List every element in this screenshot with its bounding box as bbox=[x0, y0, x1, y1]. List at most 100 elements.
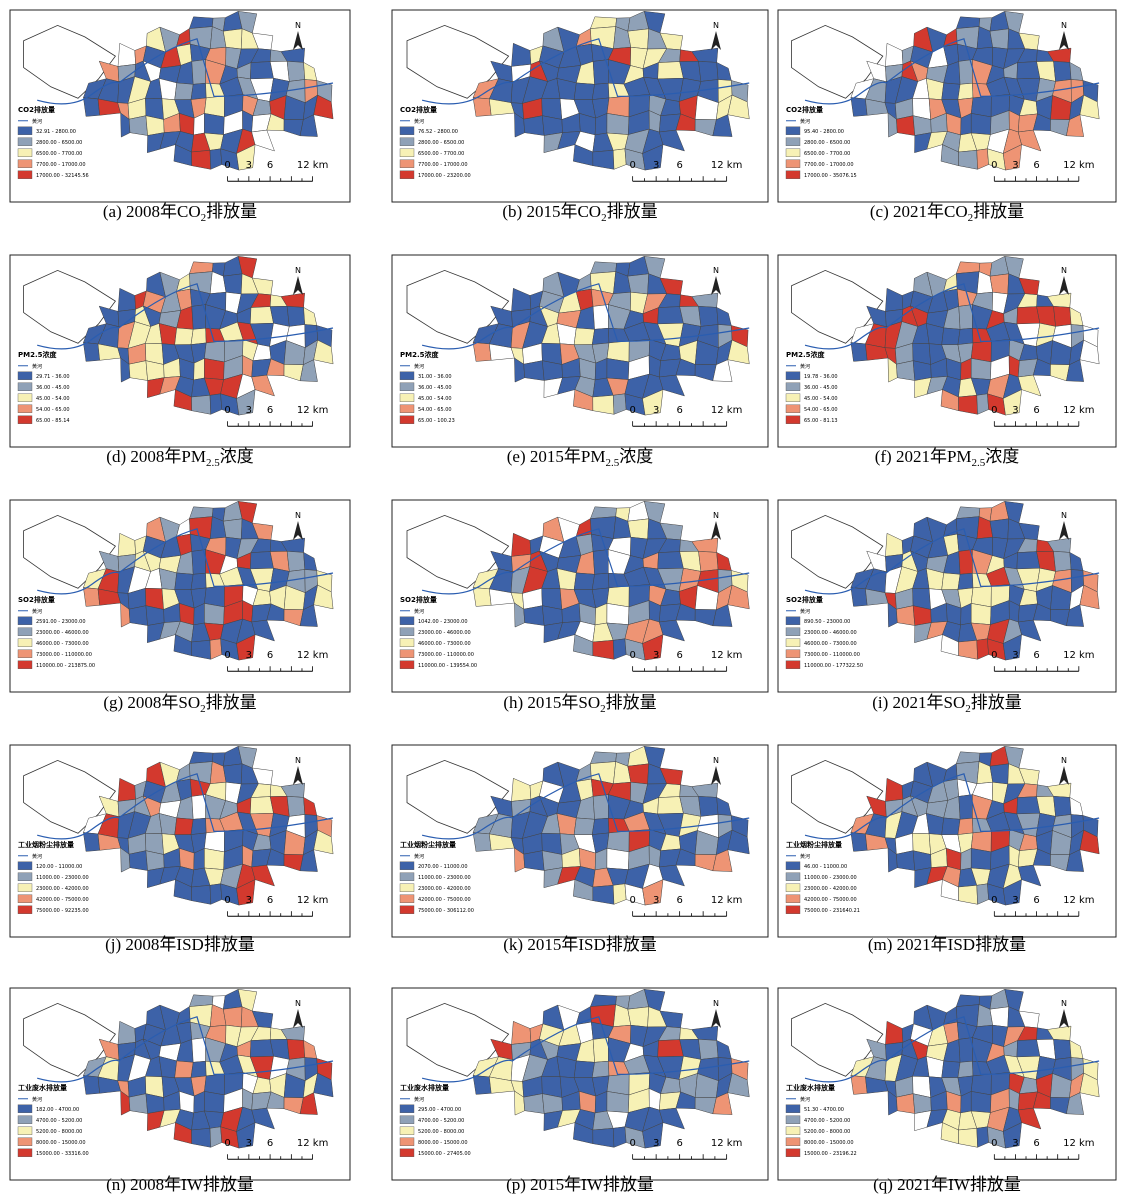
legend-label: 31.00 - 36.00 bbox=[418, 374, 452, 380]
legend-label: 42000.00 - 75000.00 bbox=[418, 897, 471, 903]
scale-label: 6 bbox=[267, 650, 273, 661]
legend-swatch bbox=[18, 149, 32, 157]
region bbox=[574, 83, 595, 100]
scale-label: 0 bbox=[629, 650, 635, 661]
region bbox=[473, 98, 491, 117]
legend-swatch bbox=[18, 895, 32, 903]
region bbox=[593, 150, 614, 169]
region bbox=[942, 328, 960, 345]
legend-swatch bbox=[786, 873, 800, 881]
legend-label: 2800.00 - 6500.00 bbox=[418, 140, 464, 146]
scale-label: 3 bbox=[1012, 1138, 1018, 1149]
legend-label: 23000.00 - 42000.00 bbox=[804, 886, 857, 892]
legend-swatch bbox=[400, 1127, 414, 1135]
region bbox=[896, 116, 914, 136]
region bbox=[204, 603, 224, 624]
region bbox=[175, 818, 194, 835]
caption-text: 排放量 bbox=[607, 202, 658, 221]
legend-label: 110000.00 - 213875.00 bbox=[36, 663, 95, 669]
region bbox=[524, 1094, 545, 1114]
legend-swatch bbox=[18, 160, 32, 168]
legend-label: 11000.00 - 23000.00 bbox=[804, 875, 857, 881]
region bbox=[592, 573, 609, 589]
region bbox=[524, 361, 545, 381]
caption: (c) 2021年CO2排放量 bbox=[870, 202, 1024, 224]
legend-swatch bbox=[786, 617, 800, 625]
north-label: N bbox=[295, 756, 301, 765]
region bbox=[473, 343, 491, 362]
scale-label: 0 bbox=[629, 895, 635, 906]
caption: (f) 2021年PM2.5浓度 bbox=[875, 447, 1020, 469]
legend-river-label: 黄河 bbox=[800, 118, 810, 125]
legend-swatch bbox=[400, 416, 414, 424]
scale-label: 6 bbox=[1033, 1138, 1039, 1149]
scale-label: 12 km bbox=[711, 405, 742, 416]
region bbox=[593, 795, 608, 820]
region bbox=[204, 113, 224, 134]
legend-swatch bbox=[18, 1149, 32, 1157]
scale-label: 6 bbox=[676, 405, 682, 416]
legend-swatch bbox=[786, 906, 800, 914]
scale-label: 12 km bbox=[1063, 1138, 1094, 1149]
legend-swatch bbox=[786, 372, 800, 380]
legend-swatch bbox=[786, 127, 800, 135]
region bbox=[524, 116, 545, 136]
region bbox=[851, 1076, 867, 1095]
region bbox=[250, 797, 273, 814]
caption: (q) 2021年IW排放量 bbox=[873, 1175, 1021, 1194]
legend-label: 54.00 - 65.00 bbox=[418, 407, 452, 413]
region bbox=[942, 83, 960, 100]
region bbox=[628, 1007, 649, 1027]
region bbox=[1054, 551, 1072, 571]
scale-label: 12 km bbox=[711, 160, 742, 171]
map-panel: 工业烟粉尘排放量黄河120.00 - 11000.0011000.00 - 23… bbox=[10, 745, 350, 954]
region bbox=[896, 606, 914, 626]
legend-swatch bbox=[400, 383, 414, 391]
region bbox=[83, 343, 99, 362]
caption-text: (d) 2008年PM bbox=[106, 447, 206, 466]
legend-river-label: 黄河 bbox=[32, 363, 42, 370]
region bbox=[1054, 796, 1072, 816]
caption: (b) 2015年CO2排放量 bbox=[502, 202, 657, 224]
region bbox=[223, 274, 242, 294]
legend-swatch bbox=[786, 416, 800, 424]
scale-label: 6 bbox=[1033, 405, 1039, 416]
caption-text: (n) 2008年IW排放量 bbox=[106, 1175, 254, 1194]
page: CO2排放量黄河32.91 - 2800.002800.00 - 6500.00… bbox=[0, 0, 1123, 1203]
caption: (m) 2021年ISD排放量 bbox=[868, 935, 1026, 954]
north-label: N bbox=[1061, 999, 1067, 1008]
scale-label: 12 km bbox=[1063, 650, 1094, 661]
caption-text: (k) 2015年ISD排放量 bbox=[503, 935, 656, 954]
scale-label: 3 bbox=[246, 650, 252, 661]
region bbox=[593, 550, 608, 575]
legend-label: 890.50 - 23000.00 bbox=[804, 619, 850, 625]
legend-swatch bbox=[786, 160, 800, 168]
region bbox=[959, 395, 978, 414]
caption-text: 排放量 bbox=[206, 693, 257, 712]
legend-label: 7700.00 - 17000.00 bbox=[804, 162, 854, 168]
caption-text: 排放量 bbox=[973, 202, 1024, 221]
legend-swatch bbox=[400, 394, 414, 402]
legend-title: CO2排放量 bbox=[400, 105, 437, 114]
region bbox=[83, 833, 99, 852]
scale-label: 6 bbox=[1033, 160, 1039, 171]
legend-river-label: 黄河 bbox=[800, 853, 810, 860]
scale-label: 0 bbox=[991, 160, 997, 171]
map-panel: 工业烟粉尘排放量黄河46.00 - 11000.0011000.00 - 230… bbox=[778, 745, 1116, 954]
region bbox=[959, 795, 973, 820]
legend-swatch bbox=[18, 873, 32, 881]
region bbox=[1017, 1040, 1040, 1057]
legend-label: 23000.00 - 46000.00 bbox=[418, 630, 471, 636]
scale-label: 6 bbox=[267, 160, 273, 171]
region bbox=[223, 519, 242, 539]
region bbox=[592, 83, 609, 99]
region bbox=[192, 640, 211, 659]
legend-river-label: 黄河 bbox=[32, 1096, 42, 1103]
legend-label: 110000.00 - 139554.00 bbox=[418, 663, 477, 669]
region bbox=[1054, 1039, 1072, 1059]
scale-label: 12 km bbox=[711, 650, 742, 661]
legend-swatch bbox=[786, 405, 800, 413]
legend-title: PM2.5浓度 bbox=[786, 350, 825, 359]
region bbox=[192, 885, 211, 904]
region bbox=[971, 358, 991, 379]
